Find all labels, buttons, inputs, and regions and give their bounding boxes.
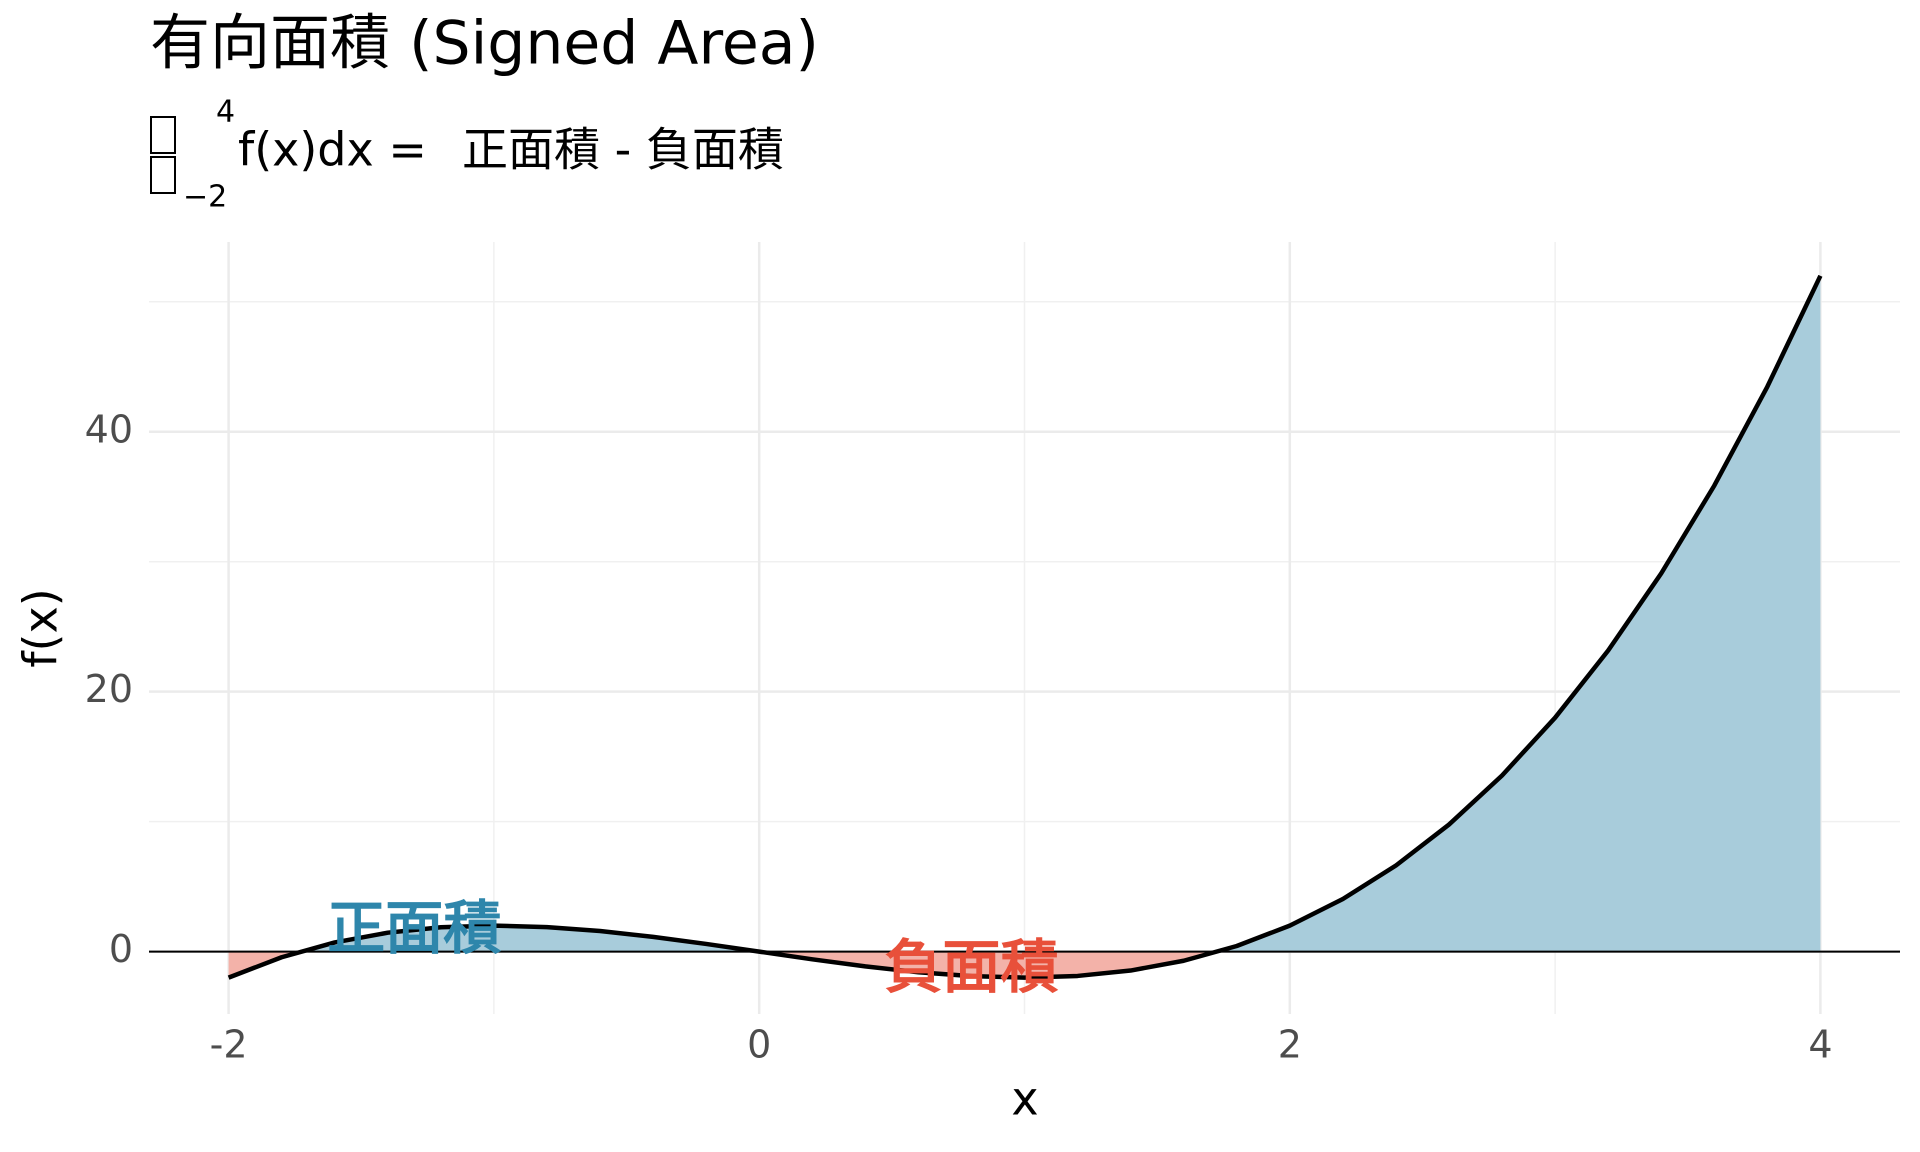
integral-lower: −2 xyxy=(183,180,227,215)
annotation: 正面積 xyxy=(327,894,501,962)
annotation: 負面積 xyxy=(884,933,1058,1001)
integral-upper: 4 xyxy=(216,95,235,130)
x-tick-label: 2 xyxy=(1278,1023,1302,1067)
x-tick-label: 4 xyxy=(1808,1023,1832,1067)
integral-glyph xyxy=(150,116,176,154)
x-tick-label: 0 xyxy=(747,1023,771,1067)
y-axis-label: f(x) xyxy=(14,588,68,667)
integral-glyph xyxy=(150,156,176,194)
x-axis-label: x xyxy=(1011,1072,1038,1126)
chart-title: 有向面積 (Signed Area) xyxy=(150,9,819,79)
y-tick-label: 40 xyxy=(85,407,133,451)
subtitle-rhs: 正面積 - 負面積 xyxy=(462,123,784,177)
x-tick-label: -2 xyxy=(210,1023,248,1067)
positive-area xyxy=(228,275,1821,952)
curve xyxy=(227,274,1823,980)
negative-area xyxy=(228,951,1217,978)
integrand: f(x)dx = xyxy=(238,123,427,177)
y-tick-label: 20 xyxy=(85,667,133,711)
y-tick-label: 0 xyxy=(109,927,133,971)
